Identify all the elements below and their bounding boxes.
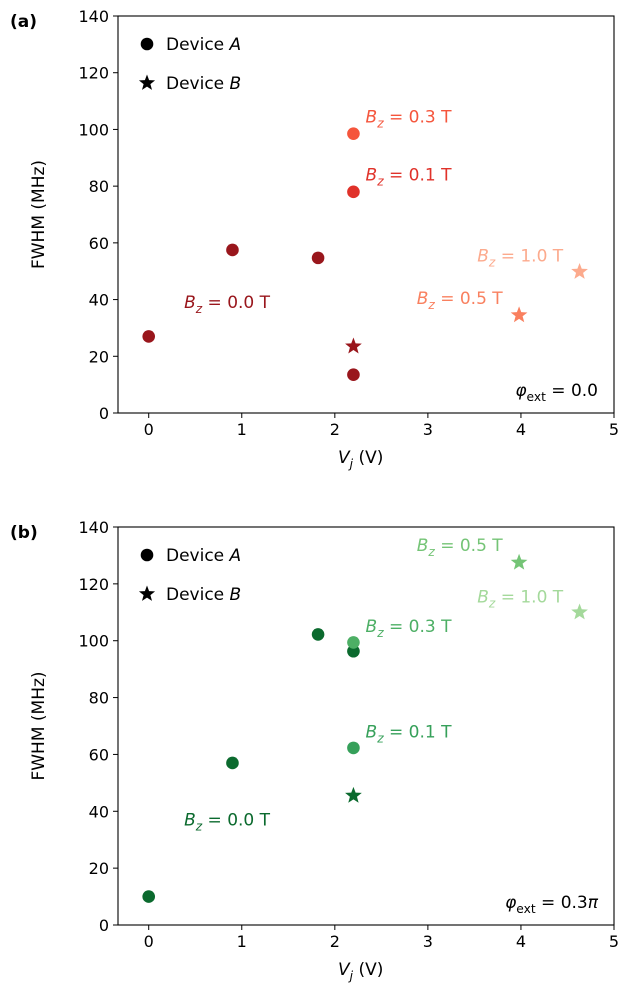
bz-annotation: Bz = 1.0 T xyxy=(477,246,564,269)
phi-ext-label: φext = 0.3π xyxy=(505,893,599,916)
y-tick-label: 80 xyxy=(89,177,109,196)
data-point-circle xyxy=(311,251,325,265)
data-point-circle xyxy=(347,636,360,649)
data-point-circle xyxy=(347,644,360,658)
y-tick-label: 100 xyxy=(78,120,109,139)
y-tick-label: 120 xyxy=(78,575,109,594)
legend-marker-circle xyxy=(140,37,154,51)
x-axis-label: Vj (V) xyxy=(338,448,383,471)
y-tick-label: 20 xyxy=(89,859,109,878)
x-tick-label: 5 xyxy=(609,420,619,439)
y-tick-label: 0 xyxy=(99,916,109,935)
legend: Device A Device B xyxy=(138,546,241,605)
x-tick-label: 1 xyxy=(237,420,247,439)
data-point-circle xyxy=(142,890,156,903)
bz-annotation: Bz = 0.5 T xyxy=(417,289,504,312)
x-tick-label: 5 xyxy=(609,932,619,951)
x-tick-label: 4 xyxy=(516,932,526,951)
data-point-circle xyxy=(347,127,360,140)
bz-annotation: Bz = 1.0 T xyxy=(477,587,564,610)
y-axis-label: FWHM (MHz) xyxy=(29,160,49,269)
y-tick-label: 80 xyxy=(89,689,109,708)
legend-marker-star xyxy=(138,585,156,601)
x-tick-label: 0 xyxy=(144,932,154,951)
y-tick-label: 40 xyxy=(89,291,109,310)
plot-frame xyxy=(117,15,615,414)
data-point-star xyxy=(345,786,362,803)
legend-label: Device B xyxy=(166,585,241,605)
data-point-circle xyxy=(226,243,239,257)
x-tick-label: 1 xyxy=(237,932,247,951)
data-point-circle xyxy=(142,330,156,343)
bz-annotation: Bz = 0.5 T xyxy=(417,536,504,559)
data-point-circle xyxy=(226,756,239,770)
panel-label: (b) xyxy=(10,523,38,543)
y-tick-label: 20 xyxy=(89,347,109,366)
y-tick-label: 140 xyxy=(78,518,109,537)
bz-annotation: Bz = 0.1 T xyxy=(366,165,453,188)
bz-annotation: Bz = 0.1 T xyxy=(366,722,453,745)
data-point-circle xyxy=(347,368,360,382)
y-tick-label: 60 xyxy=(89,745,109,764)
x-tick-label: 4 xyxy=(516,420,526,439)
legend-marker-circle xyxy=(140,548,154,562)
x-tick-label: 3 xyxy=(423,932,433,951)
data-point-circle xyxy=(347,741,360,755)
y-tick-label: 60 xyxy=(89,234,109,253)
data-point-star xyxy=(345,337,362,354)
data-point-star xyxy=(510,553,528,570)
y-tick-label: 100 xyxy=(78,632,109,651)
panel-label: (a) xyxy=(10,12,37,32)
data-point-star xyxy=(510,306,528,323)
plot-frame xyxy=(117,526,615,926)
y-tick-label: 40 xyxy=(89,802,109,821)
legend-marker-star xyxy=(138,74,156,90)
y-tick-label: 0 xyxy=(99,404,109,423)
data-point-circle xyxy=(347,185,360,199)
bz-annotation: Bz = 0.0 T xyxy=(184,293,271,316)
legend: Device A Device B xyxy=(138,35,241,94)
phi-ext-label: φext = 0.0 xyxy=(515,381,598,404)
y-tick-label: 140 xyxy=(78,7,109,26)
bz-annotation: Bz = 0.3 T xyxy=(366,107,453,130)
x-axis-label: Vj (V) xyxy=(338,960,383,983)
bz-annotation: Bz = 0.0 T xyxy=(184,811,271,834)
x-tick-label: 0 xyxy=(144,420,154,439)
x-tick-label: 2 xyxy=(330,420,340,439)
legend-label: Device B xyxy=(166,74,241,94)
chart-panel-a: (a) 0 1 2 3 4 5 0 20 40 60 80 100 120 140 Vj (V) FWHM (M… xyxy=(10,7,619,471)
bz-annotation: Bz = 0.3 T xyxy=(366,617,453,640)
data-point-star xyxy=(571,262,588,279)
chart-panel-b: (b) 0 1 2 3 4 5 0 20 40 60 80 100 120 140 Vj (V) FWHM (M… xyxy=(10,518,619,983)
x-tick-label: 2 xyxy=(330,932,340,951)
y-tick-label: 120 xyxy=(78,64,109,83)
x-tick-label: 3 xyxy=(423,420,433,439)
y-axis-label: FWHM (MHz) xyxy=(29,671,49,780)
legend-label: Device A xyxy=(166,546,241,566)
legend-label: Device A xyxy=(166,35,241,55)
data-point-circle xyxy=(311,628,325,641)
data-point-star xyxy=(571,603,588,620)
